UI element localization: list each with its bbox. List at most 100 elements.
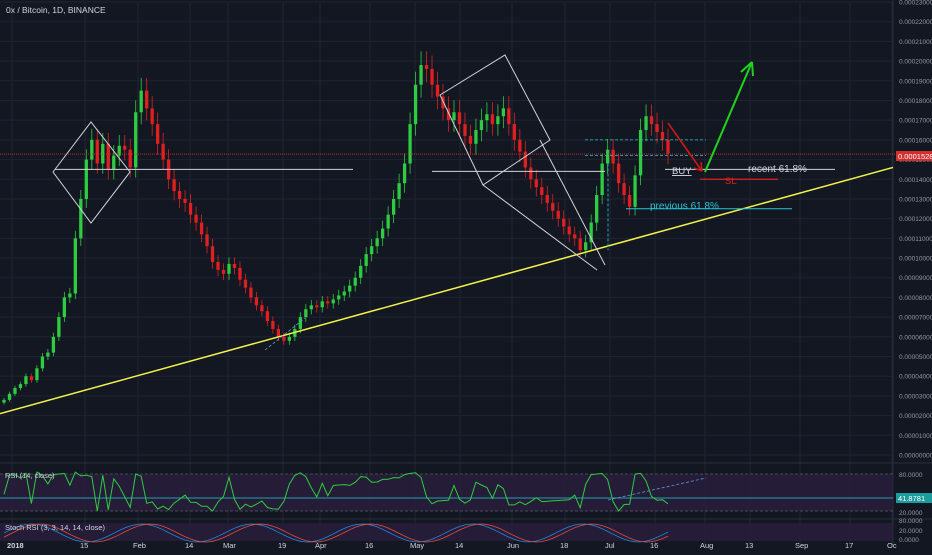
candle-body xyxy=(430,68,434,85)
candle-body xyxy=(649,116,654,125)
candle-body xyxy=(457,112,462,125)
candle-body xyxy=(337,295,341,300)
candle-body xyxy=(95,139,99,164)
x-tick-label: Jul xyxy=(605,541,615,550)
candle-body xyxy=(210,246,215,262)
candle-body xyxy=(490,114,495,125)
candle-body xyxy=(249,287,253,298)
buy-arrow-head xyxy=(693,161,703,172)
candle-body xyxy=(605,149,610,164)
y-tick-label: 0.00016000 xyxy=(899,137,932,144)
target-arrow-head xyxy=(740,61,754,77)
stoch-line-d xyxy=(3,523,669,543)
x-tick-label: 13 xyxy=(745,541,753,550)
candle-body xyxy=(106,143,110,170)
y-tick-label: 0.00000000 xyxy=(899,453,932,460)
candle-body xyxy=(304,309,308,318)
candle-body xyxy=(435,84,440,97)
candle-body xyxy=(123,145,127,150)
stoch-level-80: 80.0000 xyxy=(899,518,923,525)
candle-body xyxy=(232,263,237,268)
y-tick-label: 0.00008000 xyxy=(899,295,932,302)
candle-body xyxy=(315,305,319,308)
y-tick-label: 0.00017000 xyxy=(899,118,932,125)
candle-body xyxy=(84,159,88,199)
candle-body xyxy=(567,226,571,235)
candle-body xyxy=(413,84,418,125)
candle-body xyxy=(128,149,132,168)
x-tick-label: 14 xyxy=(455,541,463,550)
candle-body xyxy=(353,277,357,286)
y-tick-label: 0.00009000 xyxy=(899,275,932,282)
candle-body xyxy=(227,263,231,274)
y-tick-label: 0.00005000 xyxy=(899,354,932,361)
candle-body xyxy=(573,234,577,239)
candle-body xyxy=(496,116,500,125)
rsi-line xyxy=(3,471,669,512)
candle-body xyxy=(243,279,248,288)
candle-body xyxy=(342,291,346,296)
stoch-title: Stoch RSI (3, 3, 14, 14, close) xyxy=(5,523,106,532)
trend-dashed-blue xyxy=(264,317,306,351)
indicators-layer xyxy=(0,471,893,543)
candle-body xyxy=(391,198,396,215)
candle-body xyxy=(479,120,484,131)
candle-body xyxy=(633,175,637,207)
candle-body xyxy=(463,124,467,136)
x-tick-label: 18 xyxy=(560,541,568,550)
y-tick-label: 0.00007000 xyxy=(899,315,932,322)
candle-body xyxy=(523,151,527,168)
sl-label: SL xyxy=(725,176,737,187)
candle-body xyxy=(326,301,330,304)
candle-body xyxy=(282,336,286,341)
x-tick-label: 2018 xyxy=(7,541,24,550)
candle-body xyxy=(238,267,242,280)
candle-body xyxy=(507,108,511,125)
x-tick-label: Aug xyxy=(700,541,713,550)
candle-body xyxy=(660,131,665,140)
candle-body xyxy=(90,139,94,160)
candle-body xyxy=(145,90,149,109)
candle-body xyxy=(644,116,648,131)
candle-body xyxy=(57,317,61,337)
candle-body xyxy=(2,399,6,403)
y-tick-label: 0.00021000 xyxy=(899,39,932,46)
candle-body xyxy=(622,183,626,196)
candle-body xyxy=(254,297,259,306)
y-tick-label: 0.00020000 xyxy=(899,59,932,66)
candle-body xyxy=(298,317,302,329)
previous-618-label: previous 61.8% xyxy=(650,201,719,212)
candle-body xyxy=(540,187,544,196)
candle-body xyxy=(655,124,659,132)
rsi-value-badge: 41.8781 xyxy=(898,494,925,503)
buy-label: BUY xyxy=(672,166,692,177)
channel-line-upper xyxy=(539,139,606,266)
x-tick-label: 14 xyxy=(185,541,193,550)
candle-body xyxy=(62,297,67,318)
candle-body xyxy=(35,368,39,381)
rsi-level-20: 20.0000 xyxy=(899,510,923,517)
candle-body xyxy=(183,198,187,203)
candle-body xyxy=(611,149,615,164)
candle-body xyxy=(309,305,313,310)
y-tick-label: 0.00014000 xyxy=(899,177,932,184)
candle-body xyxy=(51,336,56,353)
y-tick-label: 0.00022000 xyxy=(899,19,932,26)
x-tick-label: Jun xyxy=(507,541,519,550)
candle-body xyxy=(534,179,538,188)
y-tick-label: 0.00011000 xyxy=(899,236,932,243)
diamond-pattern xyxy=(52,121,131,224)
rsi-trend-dashed xyxy=(607,477,707,501)
candle-body xyxy=(446,108,451,121)
stoch-line-k xyxy=(3,523,669,543)
x-tick-label: 16 xyxy=(365,541,373,550)
candle-body xyxy=(501,108,506,117)
candle-body xyxy=(529,167,533,180)
candle-body xyxy=(199,222,204,235)
x-tick-label: Oc xyxy=(887,541,897,550)
candle-body xyxy=(221,269,226,274)
candle-body xyxy=(177,191,182,199)
